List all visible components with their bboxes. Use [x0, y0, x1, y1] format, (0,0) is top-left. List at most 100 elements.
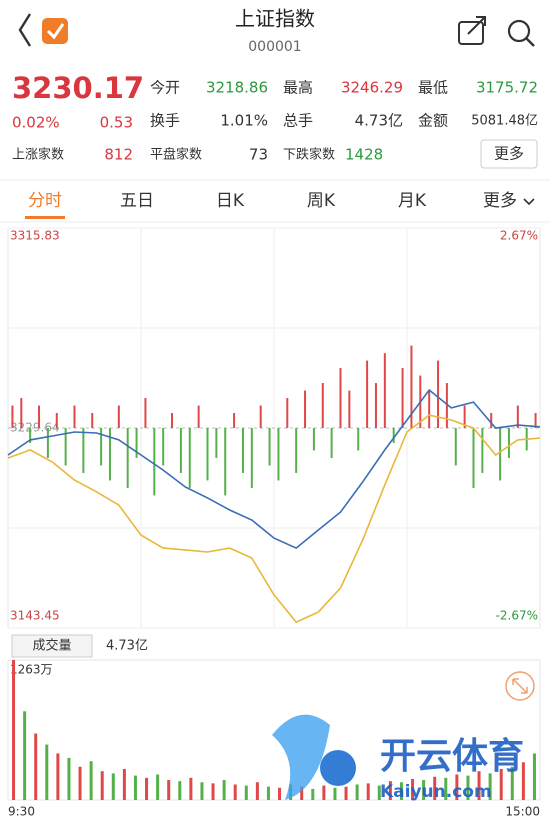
app-icon	[42, 18, 68, 44]
field-value: 4.73亿	[355, 112, 403, 130]
volume-bar	[100, 771, 104, 800]
breadth-bar	[268, 428, 271, 466]
field-value: 3175.72	[476, 79, 538, 97]
back-button[interactable]	[18, 13, 32, 47]
y-tick-label: 1263万	[10, 663, 53, 677]
breadth-bar	[304, 390, 307, 428]
breadth-label: 下跌家数	[283, 147, 335, 163]
volume-total: 4.73亿	[106, 639, 148, 654]
price-line	[7, 414, 541, 624]
volume-bar	[255, 782, 259, 800]
breadth-value: 1428	[345, 146, 383, 164]
change: 0.53	[100, 114, 133, 132]
breadth-bar	[233, 413, 236, 428]
field-label: 最低	[418, 79, 448, 97]
breadth-bar	[348, 390, 351, 428]
breadth-bar	[73, 405, 76, 428]
volume-bar	[377, 785, 381, 800]
breadth-bar	[534, 413, 537, 428]
title: 上证指数	[235, 7, 315, 31]
search-button[interactable]	[507, 19, 535, 47]
breadth-bar	[392, 428, 395, 443]
breadth-label: 上涨家数	[12, 147, 64, 163]
breadth-bar	[135, 428, 138, 458]
tab-underline	[25, 216, 65, 219]
volume-bar	[322, 785, 326, 800]
volume-bar	[366, 783, 370, 800]
breadth-bar	[357, 428, 360, 451]
volume-bar	[466, 775, 470, 800]
field-label: 换手	[150, 112, 180, 130]
breadth-bar	[206, 428, 209, 481]
field-label: 总手	[283, 112, 313, 130]
app-icon-check	[46, 23, 65, 40]
breadth-bar	[401, 368, 404, 428]
breadth-bar	[20, 398, 23, 428]
share-button[interactable]	[458, 16, 486, 45]
volume-bar	[56, 753, 60, 800]
breadth-bar	[481, 428, 484, 473]
volume-bar	[145, 777, 149, 800]
more-button[interactable]	[480, 139, 538, 169]
volume-bar	[111, 773, 115, 800]
volume-bar	[411, 778, 415, 800]
volume-bar	[532, 753, 536, 800]
breadth-bar	[490, 413, 493, 428]
breadth-bar	[144, 398, 147, 428]
expand-button[interactable]	[505, 671, 535, 701]
volume-label-box[interactable]	[11, 634, 93, 658]
breadth-bar	[463, 405, 466, 428]
volume-bar	[122, 768, 126, 800]
field-label: 金额	[418, 112, 448, 130]
volume-bar	[433, 776, 437, 800]
breadth-bar	[410, 345, 413, 428]
tab[interactable]: 日K	[216, 191, 245, 211]
watermark-site: Kaiyun.com	[380, 782, 492, 802]
breadth-bar	[179, 428, 182, 473]
breadth-bar	[29, 428, 32, 443]
volume-bar	[355, 784, 359, 800]
volume-bar	[189, 777, 193, 800]
volume-frame	[7, 659, 541, 801]
volume-bar	[67, 757, 71, 800]
field-value: 1.01%	[220, 112, 268, 130]
volume-bar	[444, 777, 448, 800]
breadth-bar	[100, 428, 103, 466]
breadth-bar	[38, 405, 41, 428]
breadth-bar	[259, 405, 262, 428]
breadth-bar	[55, 413, 58, 428]
field-label: 今开	[150, 79, 180, 97]
breadth-bar	[215, 428, 218, 458]
breadth-bar	[117, 405, 120, 428]
breadth-bar	[250, 428, 253, 488]
volume-bar	[399, 782, 403, 800]
x-tick-label: 9:30	[8, 805, 35, 819]
tab[interactable]: 更多	[483, 191, 517, 211]
tab[interactable]: 周K	[307, 191, 336, 211]
volume-bar	[45, 744, 49, 800]
tab[interactable]: 五日	[120, 191, 154, 211]
volume-bar	[521, 762, 525, 800]
code: 000001	[248, 39, 301, 55]
volume-bar	[499, 768, 503, 800]
more-button-label[interactable]: 更多	[494, 145, 524, 163]
volume-bar	[477, 771, 481, 800]
breadth-bar	[330, 428, 333, 458]
volume-bar	[344, 786, 348, 800]
tab[interactable]: 分时	[28, 191, 62, 211]
price-line	[7, 388, 541, 550]
volume-label[interactable]: 成交量	[32, 638, 71, 654]
tab[interactable]: 月K	[398, 191, 427, 211]
volume-bar	[200, 782, 204, 800]
breadth-bar	[91, 413, 94, 428]
breadth-bar	[171, 413, 174, 428]
dropdown-arrow	[523, 198, 535, 206]
volume-bar	[78, 766, 82, 800]
breadth-bar	[366, 360, 369, 428]
breadth-bar	[224, 428, 227, 496]
breadth-bar	[126, 428, 129, 488]
field-label: 最高	[283, 79, 313, 97]
volume-bar	[89, 761, 93, 800]
breadth-bar	[108, 428, 111, 481]
